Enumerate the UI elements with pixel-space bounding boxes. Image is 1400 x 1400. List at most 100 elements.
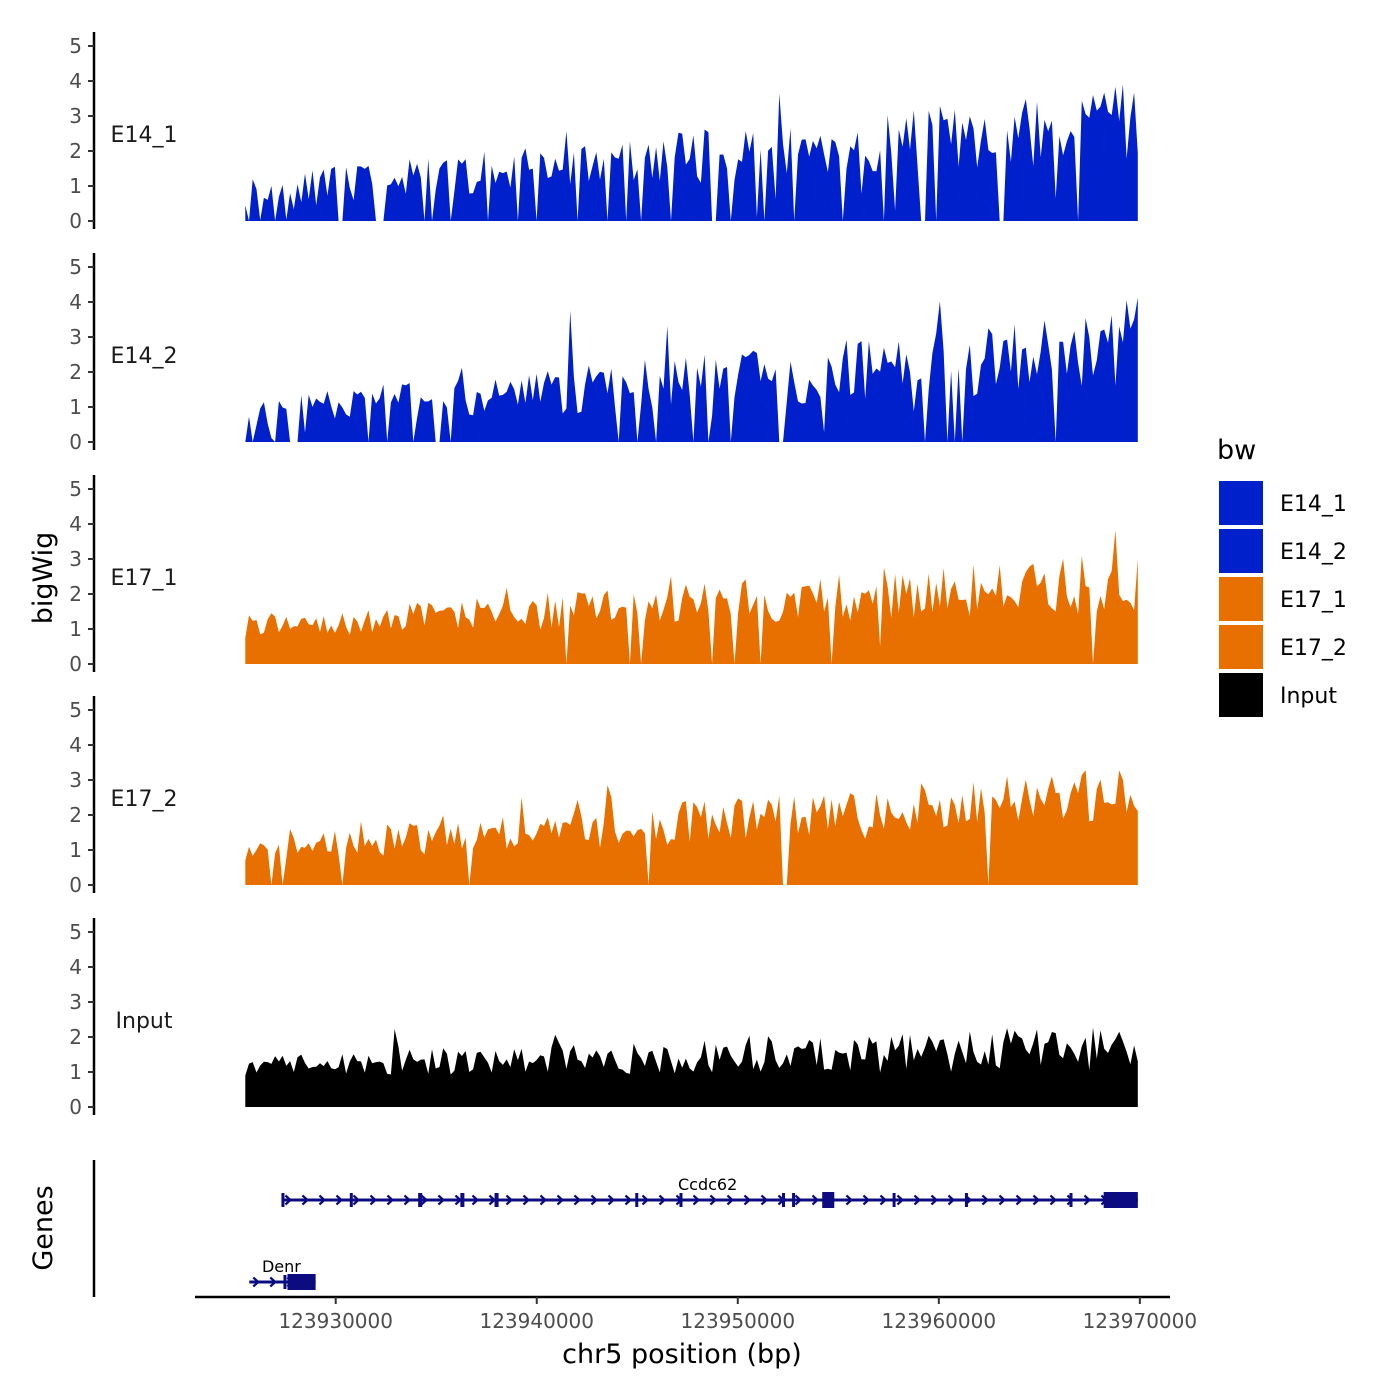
track-panel-e14_2: 0 1 2 3 4 5 E14_2 [69,253,1138,454]
strand-arrow [862,1194,871,1206]
y-tick-label: 1 [69,838,82,862]
strand-arrow [692,1194,701,1206]
exon [349,1193,353,1207]
legend-swatch-e14_1 [1219,481,1263,525]
track-panel-input: 0 1 2 3 4 5 Input [69,918,1138,1119]
y-tick-label: 0 [69,209,82,233]
exon [281,1193,285,1207]
y-tick-label: 1 [69,174,82,198]
coverage-area [245,1027,1138,1107]
coverage-area [245,530,1138,664]
y-tick-label: 4 [69,512,82,536]
x-axis: 123930000 123940000 123950000 123960000 1239… [195,1295,1198,1333]
strand-arrow [1083,1194,1092,1206]
gene-ccdc62[interactable]: Ccdc62 [281,1175,1138,1208]
strand-arrow [998,1194,1007,1206]
strand-arrow [573,1194,582,1206]
genes-axis-title: Genes [28,1185,59,1270]
y-tick-label: 4 [69,733,82,757]
gene-track: Ccdc62 Denr [92,1160,1138,1297]
strand-arrow [726,1194,735,1206]
strand-arrow [913,1194,922,1206]
strand-arrow [641,1194,650,1206]
strand-arrow [369,1194,378,1206]
strand-arrow [590,1194,599,1206]
exon [1069,1193,1073,1207]
strand-arrow [471,1194,480,1206]
legend-swatch-input [1219,673,1263,717]
strand-arrow [743,1194,752,1206]
strand-arrow [624,1194,633,1206]
strand-arrow [284,1194,293,1206]
exon [494,1193,499,1207]
track-label: E14_1 [111,123,178,148]
legend-label: Input [1280,684,1337,709]
x-tick-label: 123970000 [1083,1309,1198,1333]
y-tick-label: 5 [69,477,82,501]
strand-arrow [488,1194,497,1206]
exon [892,1193,896,1207]
strand-arrow [252,1276,260,1288]
exon [418,1193,423,1207]
strand-arrow [420,1194,429,1206]
exon [782,1193,786,1207]
strand-arrow [505,1194,514,1206]
legend-label: E17_2 [1280,636,1347,661]
strand-arrow [386,1194,395,1206]
gene-denr[interactable]: Denr [249,1257,316,1290]
x-tick-label: 123960000 [882,1309,997,1333]
legend: E14_1 E14_2 E17_1 E17_2 Input [1219,481,1347,717]
strand-arrow [269,1276,277,1288]
strand-arrow [896,1194,905,1206]
exon [792,1193,796,1207]
legend-swatch-e17_2 [1219,625,1263,669]
track-label: E17_2 [111,787,178,812]
track-panel-e17_2: 0 1 2 3 4 5 E17_2 [69,696,1138,897]
strand-arrow [522,1194,531,1206]
y-tick-label: 3 [69,990,82,1014]
y-tick-label: 5 [69,920,82,944]
strand-arrow [437,1194,446,1206]
gene-name-label: Ccdc62 [678,1175,737,1194]
legend-swatch-e17_1 [1219,577,1263,621]
track-panel-e17_1: 0 1 2 3 4 5 E17_1 [69,475,1138,676]
y-tick-label: 2 [69,1025,82,1049]
strand-arrow [1032,1194,1041,1206]
strand-arrow [658,1194,667,1206]
legend-label: E17_1 [1280,588,1347,613]
track-label: Input [116,1009,173,1034]
y-tick-label: 1 [69,395,82,419]
y-tick-label: 4 [69,290,82,314]
y-axis-title: bigWig [28,532,59,625]
strand-arrow [556,1194,565,1206]
strand-arrow [403,1194,412,1206]
x-tick-label: 123950000 [681,1309,796,1333]
y-tick-label: 5 [69,34,82,58]
strand-arrow [947,1194,956,1206]
exon [1103,1192,1138,1208]
strand-arrow [607,1194,616,1206]
strand-arrow [709,1194,718,1206]
y-tick-label: 2 [69,582,82,606]
strand-arrow [794,1194,803,1206]
exon [460,1193,465,1207]
y-tick-label: 3 [69,325,82,349]
y-tick-label: 4 [69,955,82,979]
y-tick-label: 5 [69,698,82,722]
legend-label: E14_2 [1280,540,1347,565]
strand-arrow [1015,1194,1024,1206]
y-tick-label: 3 [69,547,82,571]
track-panel-e14_1: 0 1 2 3 4 5 E14_1 [69,32,1138,233]
coverage-area [245,297,1138,442]
y-tick-label: 2 [69,803,82,827]
x-axis-title: chr5 position (bp) [562,1339,802,1370]
track-panels: 0 1 2 3 4 5 E14_1 0 1 2 3 4 5 E14_2 0 1 2 3 4 5 E17_1 0 1 2 3 4 5 E… [69,32,1138,1119]
coverage-area [245,84,1138,221]
track-label: E17_1 [111,566,178,591]
x-tick-label: 123930000 [278,1309,393,1333]
y-tick-label: 4 [69,69,82,93]
y-tick-label: 3 [69,104,82,128]
legend-title: bw [1217,435,1256,466]
coverage-area [245,770,1138,885]
